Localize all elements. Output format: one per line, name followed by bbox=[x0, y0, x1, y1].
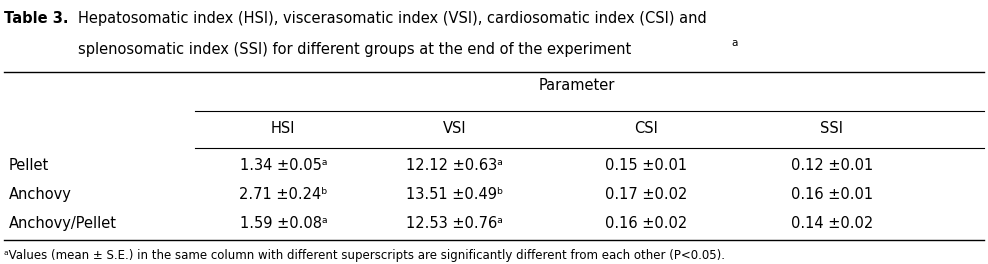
Text: Table 3.: Table 3. bbox=[4, 11, 69, 26]
Text: CSI: CSI bbox=[634, 121, 658, 136]
Text: 13.51 ±0.49ᵇ: 13.51 ±0.49ᵇ bbox=[406, 187, 504, 202]
Text: ᵃValues (mean ± S.E.) in the same column with different superscripts are signifi: ᵃValues (mean ± S.E.) in the same column… bbox=[4, 248, 725, 262]
Text: SSI: SSI bbox=[820, 121, 844, 136]
Text: 1.34 ±0.05ᵃ: 1.34 ±0.05ᵃ bbox=[240, 158, 327, 173]
Text: splenosomatic index (SSI) for different groups at the end of the experiment: splenosomatic index (SSI) for different … bbox=[78, 42, 631, 57]
Text: 0.14 ±0.02: 0.14 ±0.02 bbox=[790, 216, 873, 231]
Text: Anchovy/Pellet: Anchovy/Pellet bbox=[9, 216, 117, 231]
Text: 12.12 ±0.63ᵃ: 12.12 ±0.63ᵃ bbox=[406, 158, 503, 173]
Text: Hepatosomatic index (HSI), viscerasomatic index (VSI), cardiosomatic index (CSI): Hepatosomatic index (HSI), viscerasomati… bbox=[78, 11, 706, 26]
Text: 12.53 ±0.76ᵃ: 12.53 ±0.76ᵃ bbox=[406, 216, 503, 231]
Text: Anchovy: Anchovy bbox=[9, 187, 72, 202]
Text: 0.16 ±0.01: 0.16 ±0.01 bbox=[791, 187, 873, 202]
Text: Parameter: Parameter bbox=[539, 78, 616, 93]
Text: Pellet: Pellet bbox=[9, 158, 49, 173]
Text: 0.15 ±0.01: 0.15 ±0.01 bbox=[605, 158, 687, 173]
Text: 0.16 ±0.02: 0.16 ±0.02 bbox=[605, 216, 687, 231]
Text: 2.71 ±0.24ᵇ: 2.71 ±0.24ᵇ bbox=[239, 187, 328, 202]
Text: VSI: VSI bbox=[443, 121, 466, 136]
Text: 1.59 ±0.08ᵃ: 1.59 ±0.08ᵃ bbox=[239, 216, 327, 231]
Text: 0.17 ±0.02: 0.17 ±0.02 bbox=[605, 187, 687, 202]
Text: 0.12 ±0.01: 0.12 ±0.01 bbox=[790, 158, 873, 173]
Text: HSI: HSI bbox=[271, 121, 295, 136]
Text: a: a bbox=[731, 38, 737, 48]
